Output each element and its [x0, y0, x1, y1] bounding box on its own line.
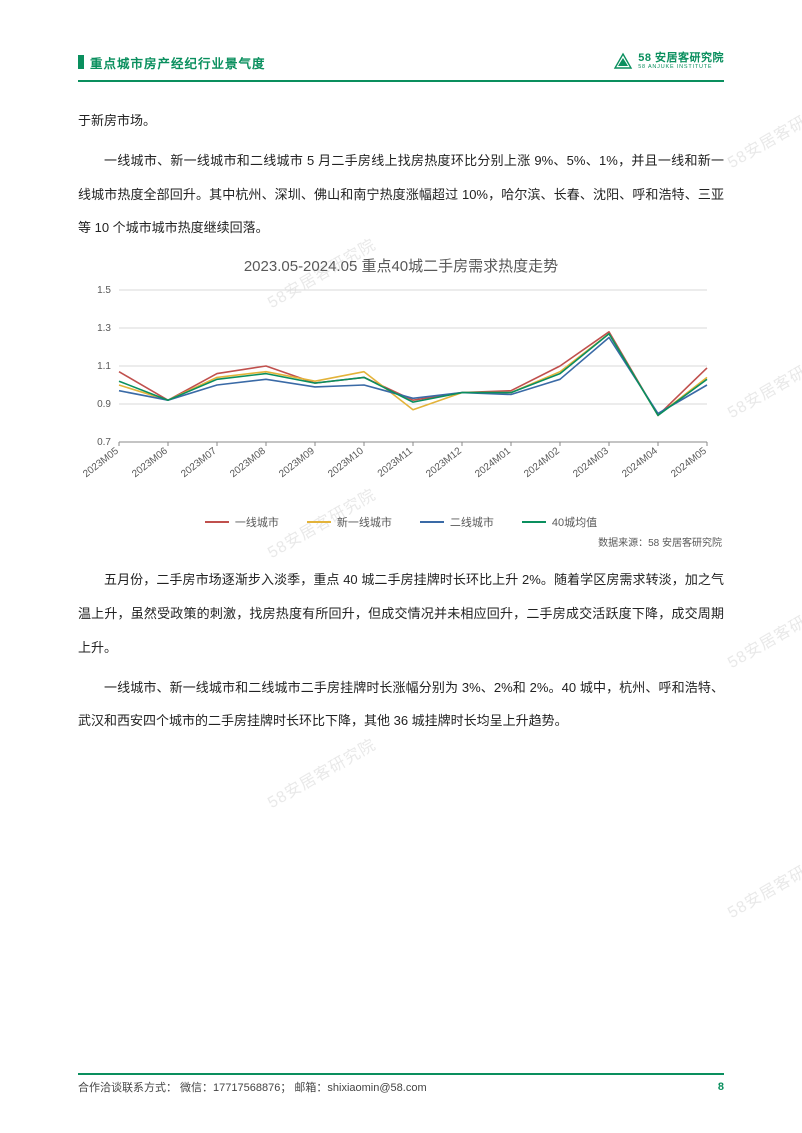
- legend-swatch: [307, 521, 331, 523]
- svg-text:2024M03: 2024M03: [571, 446, 611, 481]
- paragraph: 一线城市、新一线城市和二线城市二手房挂牌时长涨幅分别为 3%、2%和 2%。40…: [78, 671, 724, 739]
- page-header: 重点城市房产经纪行业景气度 58 安居客研究院 58 ANJUKE INSTIT…: [78, 52, 724, 72]
- legend-swatch: [420, 521, 444, 523]
- svg-text:1.5: 1.5: [97, 285, 111, 296]
- page-footer: 合作洽谈联系方式： 微信：17717568876； 邮箱：shixiaomin@…: [78, 1079, 724, 1095]
- header-accent-bar: [78, 55, 84, 69]
- header-rule: [78, 80, 724, 82]
- svg-text:1.3: 1.3: [97, 323, 111, 334]
- legend-swatch: [205, 521, 229, 523]
- watermark: 58安居客研究院: [722, 841, 802, 923]
- chart-legend: 一线城市 新一线城市 二线城市 40城均值: [78, 514, 724, 530]
- legend-label: 40城均值: [552, 514, 597, 530]
- paragraph: 于新房市场。: [78, 104, 724, 138]
- svg-text:2023M10: 2023M10: [326, 446, 366, 481]
- chart-title: 2023.05-2024.05 重点40城二手房需求热度走势: [78, 255, 724, 276]
- logo-cn: 58 安居客研究院: [638, 53, 724, 64]
- svg-text:2023M05: 2023M05: [81, 446, 121, 481]
- svg-text:2024M04: 2024M04: [620, 446, 660, 481]
- svg-text:2023M06: 2023M06: [130, 446, 170, 481]
- watermark: 58安居客研究院: [722, 591, 802, 673]
- svg-text:2023M11: 2023M11: [376, 446, 415, 480]
- page-number: 8: [718, 1081, 724, 1093]
- footer-contact: 合作洽谈联系方式： 微信：17717568876； 邮箱：shixiaomin@…: [78, 1079, 427, 1095]
- logo-text: 58 安居客研究院 58 ANJUKE INSTITUTE: [638, 53, 724, 71]
- legend-swatch: [522, 521, 546, 523]
- legend-item: 一线城市: [205, 514, 279, 530]
- watermark: 58安居客研究院: [262, 731, 379, 813]
- paragraph: 五月份，二手房市场逐渐步入淡季，重点 40 城二手房挂牌时长环比上升 2%。随着…: [78, 563, 724, 664]
- svg-text:2023M08: 2023M08: [228, 446, 268, 481]
- chart-container: 2023.05-2024.05 重点40城二手房需求热度走势 0.7 0.9 1.1…: [78, 255, 724, 549]
- footer-rule: [78, 1073, 724, 1075]
- logo: 58 安居客研究院 58 ANJUKE INSTITUTE: [613, 52, 724, 72]
- legend-item: 二线城市: [420, 514, 494, 530]
- svg-text:2024M05: 2024M05: [669, 446, 709, 481]
- header-left: 重点城市房产经纪行业景气度: [78, 53, 266, 72]
- watermark: 58安居客研究院: [722, 341, 802, 423]
- svg-text:0.9: 0.9: [97, 399, 111, 410]
- legend-label: 二线城市: [450, 514, 494, 530]
- svg-text:2023M07: 2023M07: [179, 446, 219, 481]
- line-chart: 0.7 0.9 1.1 1.3 1.5 2023M05 2023M06 2023M07 2023…: [81, 282, 721, 512]
- legend-item: 新一线城市: [307, 514, 392, 530]
- svg-text:2024M02: 2024M02: [522, 446, 562, 481]
- chart-svg: 0.7 0.9 1.1 1.3 1.5 2023M05 2023M06 2023M07 2023…: [81, 282, 721, 492]
- logo-en: 58 ANJUKE INSTITUTE: [638, 65, 724, 71]
- logo-icon: [613, 52, 633, 72]
- chart-source: 数据来源：58 安居客研究院: [78, 534, 722, 549]
- svg-text:2024M01: 2024M01: [473, 446, 513, 481]
- svg-text:0.7: 0.7: [97, 437, 111, 448]
- svg-text:2023M12: 2023M12: [424, 446, 464, 481]
- header-title: 重点城市房产经纪行业景气度: [90, 53, 266, 72]
- legend-item: 40城均值: [522, 514, 597, 530]
- legend-label: 一线城市: [235, 514, 279, 530]
- watermark: 58安居客研究院: [722, 91, 802, 173]
- svg-text:1.1: 1.1: [97, 361, 111, 372]
- svg-text:2023M09: 2023M09: [277, 446, 317, 481]
- legend-label: 新一线城市: [337, 514, 392, 530]
- paragraph: 一线城市、新一线城市和二线城市 5 月二手房线上找房热度环比分别上涨 9%、5%…: [78, 144, 724, 245]
